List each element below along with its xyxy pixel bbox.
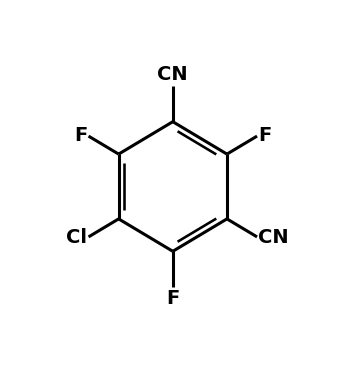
Text: CN: CN xyxy=(157,65,188,84)
Text: F: F xyxy=(74,126,87,145)
Text: CN: CN xyxy=(258,228,289,247)
Text: Cl: Cl xyxy=(66,228,87,247)
Text: F: F xyxy=(166,289,179,308)
Text: F: F xyxy=(258,126,271,145)
